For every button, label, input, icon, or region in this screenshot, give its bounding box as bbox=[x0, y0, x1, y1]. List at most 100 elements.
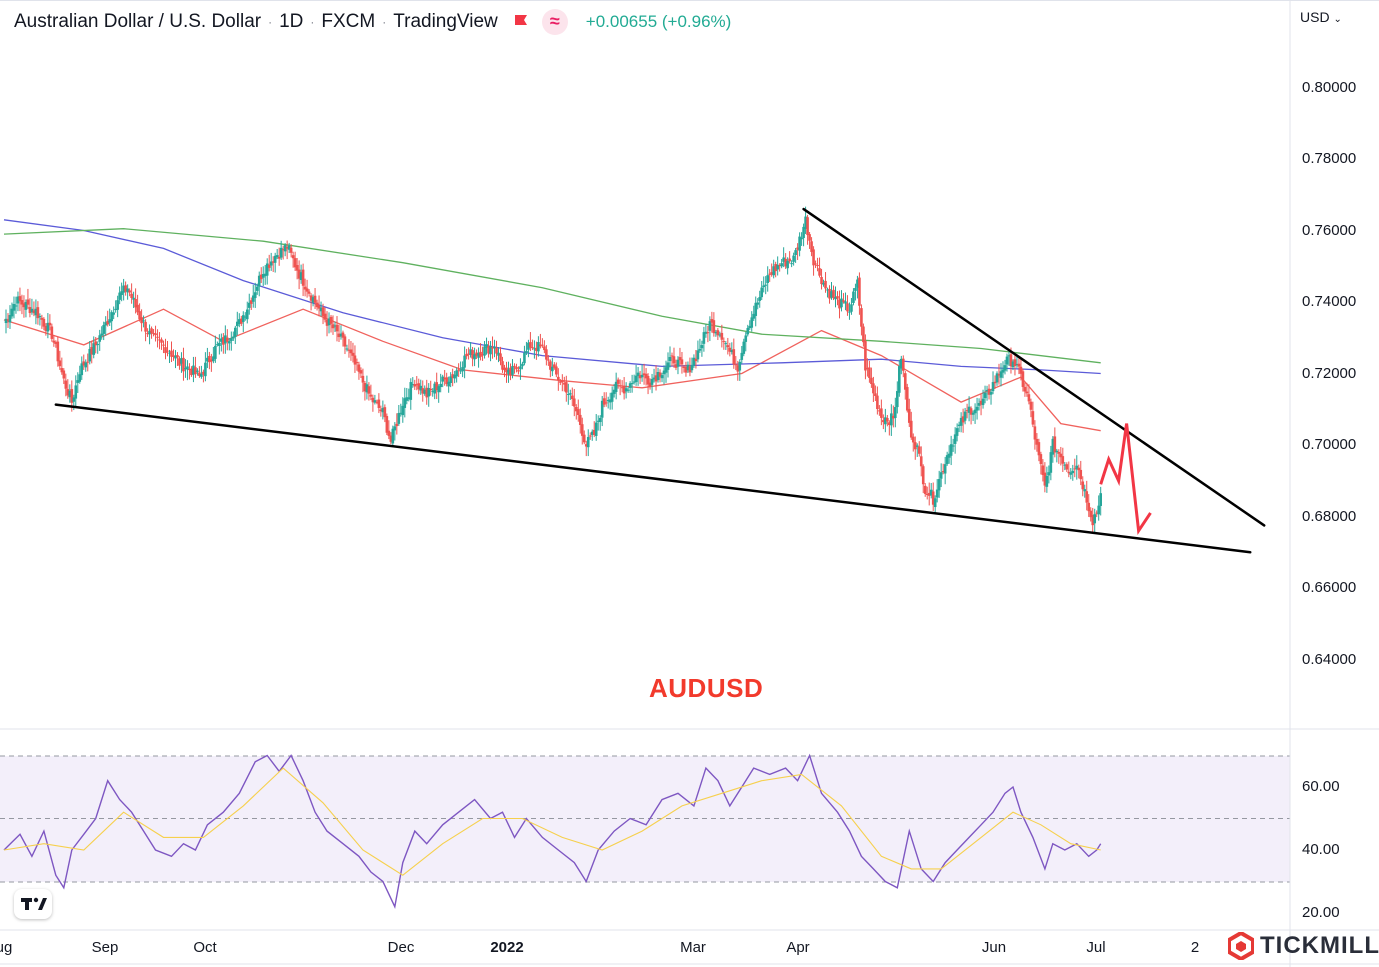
candle-bar bbox=[469, 341, 472, 358]
candle-bar bbox=[44, 323, 48, 336]
candle-body bbox=[1029, 401, 1033, 410]
candle-bar bbox=[1085, 480, 1089, 511]
candle-bar bbox=[943, 456, 947, 485]
candle-body bbox=[712, 320, 716, 334]
candle-body bbox=[359, 370, 363, 374]
candle-body bbox=[327, 318, 331, 326]
candle-body bbox=[14, 305, 18, 307]
candle-bar bbox=[979, 394, 983, 416]
currency-selector[interactable]: USD ⌄ bbox=[1300, 9, 1342, 25]
candle-bar bbox=[995, 371, 999, 386]
candle-body bbox=[497, 352, 500, 356]
candle-body bbox=[279, 247, 283, 258]
candle-bar bbox=[1095, 510, 1099, 518]
candle-body bbox=[116, 300, 119, 310]
candle-bar bbox=[230, 331, 233, 351]
candle-body bbox=[297, 269, 301, 279]
candle-body bbox=[275, 255, 279, 258]
candle-body bbox=[702, 332, 706, 344]
candle-bar bbox=[1087, 494, 1091, 517]
candle-body bbox=[730, 350, 734, 353]
interval-label[interactable]: 1D bbox=[279, 11, 304, 32]
candle-bar bbox=[345, 344, 349, 352]
candle-body bbox=[816, 265, 819, 267]
candle-bar bbox=[574, 404, 578, 420]
candle-bar bbox=[291, 251, 295, 268]
candle-body bbox=[449, 376, 452, 384]
candle-bar bbox=[890, 404, 893, 436]
candle-bar bbox=[1081, 476, 1085, 497]
candle-bar bbox=[862, 323, 865, 347]
candle-body bbox=[600, 400, 604, 418]
candle-body bbox=[886, 418, 889, 422]
candle-body bbox=[521, 363, 524, 367]
candle-bar bbox=[957, 421, 961, 433]
candle-bar bbox=[949, 435, 953, 466]
candle-bar bbox=[1073, 458, 1077, 478]
candle-body bbox=[369, 394, 373, 397]
candle-body bbox=[379, 409, 383, 412]
currency-label[interactable]: USD bbox=[1300, 9, 1330, 25]
candle-body bbox=[919, 456, 923, 467]
candle-body bbox=[716, 330, 720, 336]
time-axis-tick: Jul bbox=[1086, 939, 1106, 956]
candle-body bbox=[901, 358, 905, 371]
candle-bar bbox=[856, 275, 859, 299]
tradingview-logo-icon[interactable] bbox=[14, 889, 52, 919]
candle-bar bbox=[878, 405, 881, 416]
candle-bar bbox=[892, 405, 895, 428]
candle-bar bbox=[1021, 368, 1025, 392]
candle-body bbox=[987, 388, 991, 395]
candle-bar bbox=[333, 321, 337, 333]
candle-body bbox=[535, 347, 538, 351]
candle-bar bbox=[854, 283, 857, 301]
candle-bar bbox=[561, 374, 564, 392]
candle-bar bbox=[850, 297, 853, 315]
candle-bar bbox=[736, 360, 740, 381]
candle-bar bbox=[285, 240, 289, 260]
candle-body bbox=[814, 263, 817, 265]
candle-body bbox=[802, 226, 805, 239]
candle-body bbox=[487, 346, 490, 354]
candle-body bbox=[1005, 356, 1009, 365]
candle-bar bbox=[148, 324, 151, 345]
candle-bar bbox=[379, 405, 383, 417]
flag-icon[interactable] bbox=[514, 14, 528, 30]
candle-bar bbox=[1049, 445, 1053, 481]
candle-body bbox=[882, 420, 885, 423]
symbol-title[interactable]: Australian Dollar / U.S. Dollar bbox=[14, 11, 262, 32]
candle-bar bbox=[965, 403, 969, 419]
candle-bar bbox=[383, 404, 387, 423]
candle-body bbox=[361, 375, 365, 383]
chevron-down-icon[interactable]: ⌄ bbox=[1333, 14, 1342, 25]
candle-bar bbox=[269, 252, 273, 271]
candle-body bbox=[395, 423, 399, 427]
candle-bar bbox=[114, 300, 117, 313]
candle-bar bbox=[1059, 446, 1063, 466]
candle-body bbox=[42, 318, 46, 327]
candle-bar bbox=[84, 359, 88, 372]
candle-body bbox=[838, 299, 841, 309]
candle-bar bbox=[666, 352, 670, 378]
candle-body bbox=[608, 399, 612, 403]
candle-bar bbox=[1043, 462, 1047, 493]
candle-body bbox=[878, 410, 881, 412]
candle-bar bbox=[838, 290, 841, 319]
candle-body bbox=[834, 297, 837, 300]
candle-body bbox=[961, 416, 965, 423]
candle-body bbox=[353, 355, 357, 365]
candle-body bbox=[144, 321, 147, 332]
candle-bar bbox=[104, 316, 107, 336]
wave-approx-icon[interactable]: ≈ bbox=[541, 9, 568, 35]
candle-body bbox=[52, 340, 56, 343]
candle-bar bbox=[92, 336, 96, 359]
candle-body bbox=[826, 289, 829, 291]
candle-bar bbox=[734, 356, 738, 371]
candle-body bbox=[553, 364, 556, 368]
candle-bar bbox=[664, 360, 668, 383]
candle-bar bbox=[363, 380, 367, 401]
candle-body bbox=[301, 269, 305, 286]
candle-body bbox=[343, 336, 347, 347]
candle-bar bbox=[604, 392, 608, 407]
